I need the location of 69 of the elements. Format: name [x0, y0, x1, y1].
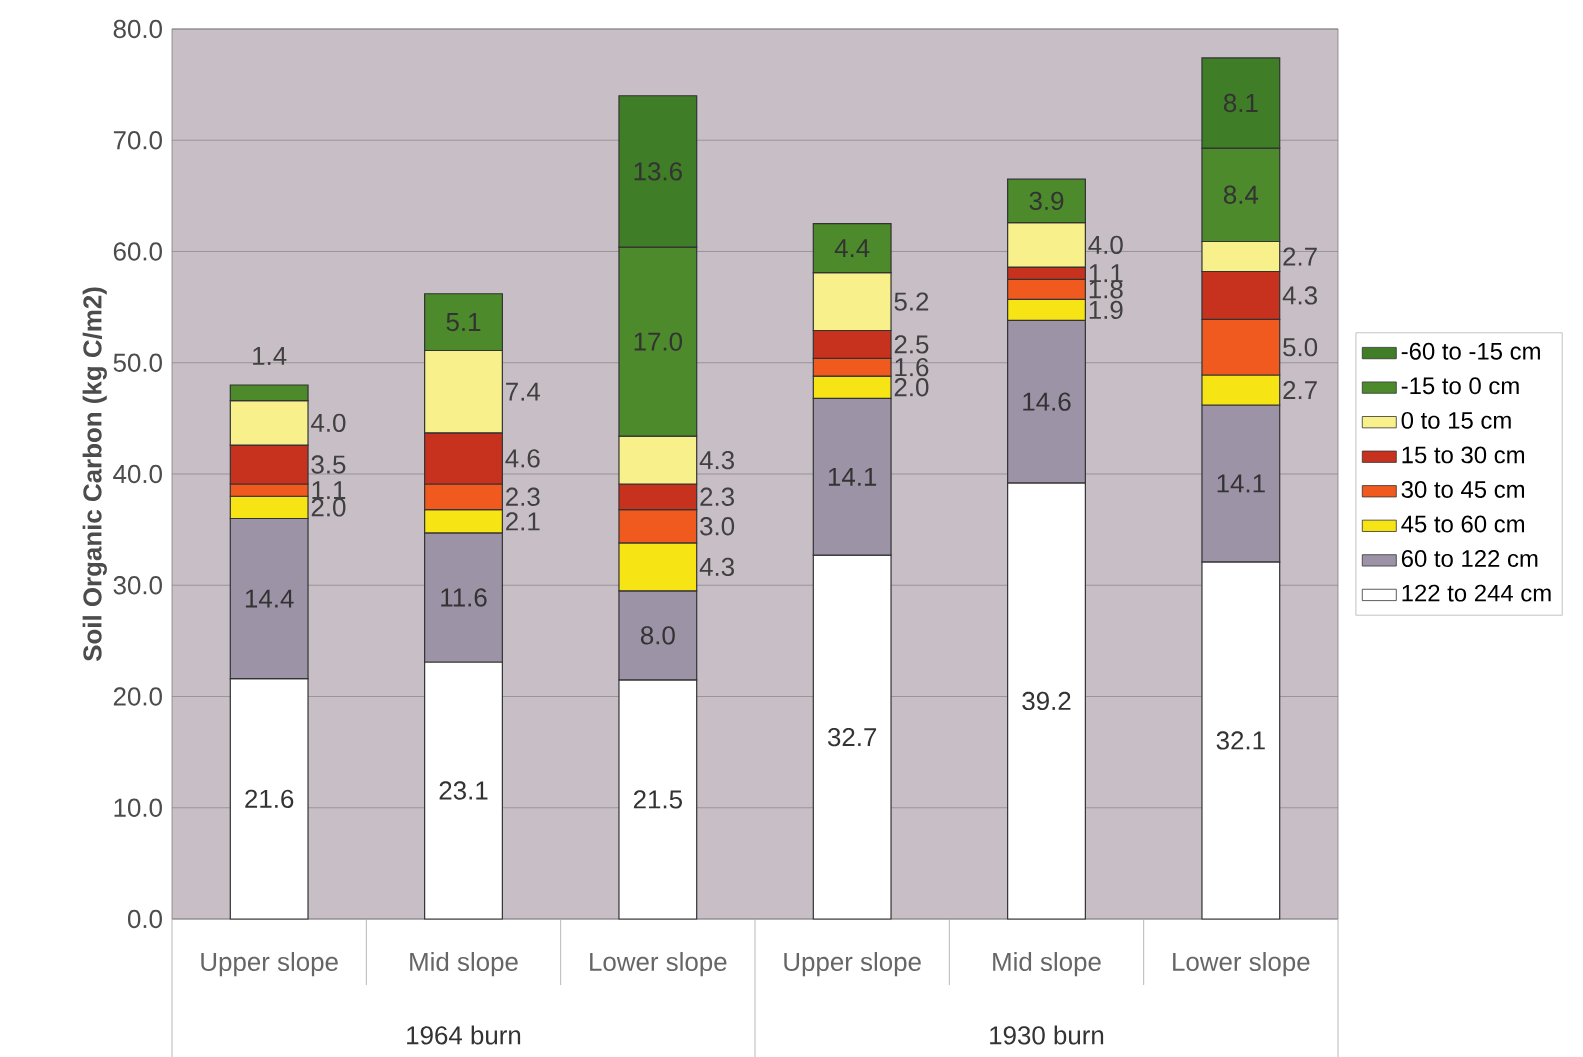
data-label: 5.1: [446, 313, 481, 332]
data-label: 4.3: [699, 557, 734, 577]
data-label: 14.4: [245, 589, 294, 608]
data-label: 4.3: [1282, 286, 1317, 305]
data-label: 4.4: [834, 239, 870, 258]
data-label: 4.3: [699, 450, 734, 470]
data-label: 5.0: [1283, 337, 1318, 357]
x-tick-label: Mid slope: [993, 952, 1101, 977]
y-tick-label: 80.0: [113, 19, 162, 39]
data-label: 1.9: [1089, 300, 1123, 320]
data-label: 13.6: [634, 162, 682, 181]
y-tick-label: 30.0: [113, 576, 162, 595]
legend-label: -60 to -15 cm: [1401, 342, 1540, 360]
data-label: 1.1: [312, 481, 346, 500]
data-label: 14.6: [1023, 392, 1071, 411]
x-tick-label: Upper slope: [784, 952, 921, 977]
legend-label: -15 to 0 cm: [1401, 377, 1519, 395]
data-label: 14.1: [828, 467, 877, 486]
x-tick-label: Lower slope: [590, 952, 727, 977]
legend-label: 60 to 122 cm: [1401, 550, 1538, 567]
x-tick-label: Lower slope: [1173, 952, 1310, 977]
y-tick-label: 0.0: [127, 909, 162, 929]
data-label: 2.0: [894, 378, 929, 397]
y-tick-label: 40.0: [113, 464, 162, 484]
data-label: 8.1: [1223, 93, 1258, 113]
legend-label: 0 to 15 cm: [1401, 411, 1511, 429]
data-label: 17.0: [634, 332, 683, 351]
legend-label: 122 to 244 cm: [1402, 584, 1551, 602]
y-tick-label: 10.0: [114, 798, 162, 817]
text: 1964 burn: [407, 1025, 521, 1045]
data-label: 32.1: [1216, 731, 1265, 750]
data-label: 4.6: [505, 449, 540, 468]
text: 1930 burn: [990, 1025, 1104, 1045]
data-label: 21.6: [245, 789, 294, 809]
data-label: 14.1: [1217, 474, 1265, 493]
y-tick-label: 20.0: [113, 687, 162, 706]
data-label: 2.1: [506, 512, 540, 531]
y-tick-label: 60.0: [113, 242, 162, 261]
data-label: 8.0: [640, 626, 675, 645]
data-label: 3.0: [700, 517, 735, 536]
y-tick-label: 50.0: [113, 353, 162, 372]
data-label: 2.0: [311, 498, 346, 517]
legend-label: 45 to 60 cm: [1401, 515, 1525, 533]
x-tick-label: Upper slope: [201, 952, 338, 977]
data-label: 39.2: [1022, 691, 1071, 711]
data-label: 4.0: [311, 413, 346, 432]
data-label: 23.1: [439, 781, 488, 800]
data-label: 3.9: [1029, 191, 1064, 211]
data-label: 21.5: [633, 790, 682, 809]
data-label: 1.1: [1089, 264, 1123, 283]
data-label: 11.6: [441, 588, 487, 607]
y-tick-label: 70.0: [113, 131, 162, 150]
x-tick-label: Mid slope: [410, 952, 518, 977]
legend-label: 30 to 45 cm: [1401, 480, 1525, 498]
data-label: 7.4: [506, 382, 541, 401]
data-label: 2.7: [1283, 380, 1317, 400]
data-label: 2.3: [506, 487, 540, 506]
data-label: 2.7: [1283, 247, 1317, 266]
legend-label: 15 to 30 cm: [1402, 446, 1525, 464]
data-label: 8.4: [1223, 185, 1259, 204]
data-label: 5.2: [894, 292, 929, 311]
data-label: 3.5: [311, 455, 346, 474]
data-label: 1.4: [253, 347, 287, 365]
data-label: 1.6: [895, 358, 929, 377]
data-label: 32.7: [827, 727, 877, 747]
data-label: 4.0: [1088, 235, 1123, 254]
y-axis-title: Soil Organic Carbon (kg C/m2): [82, 287, 107, 662]
data-label: 2.5: [894, 335, 929, 354]
data-label: 2.3: [700, 487, 734, 506]
